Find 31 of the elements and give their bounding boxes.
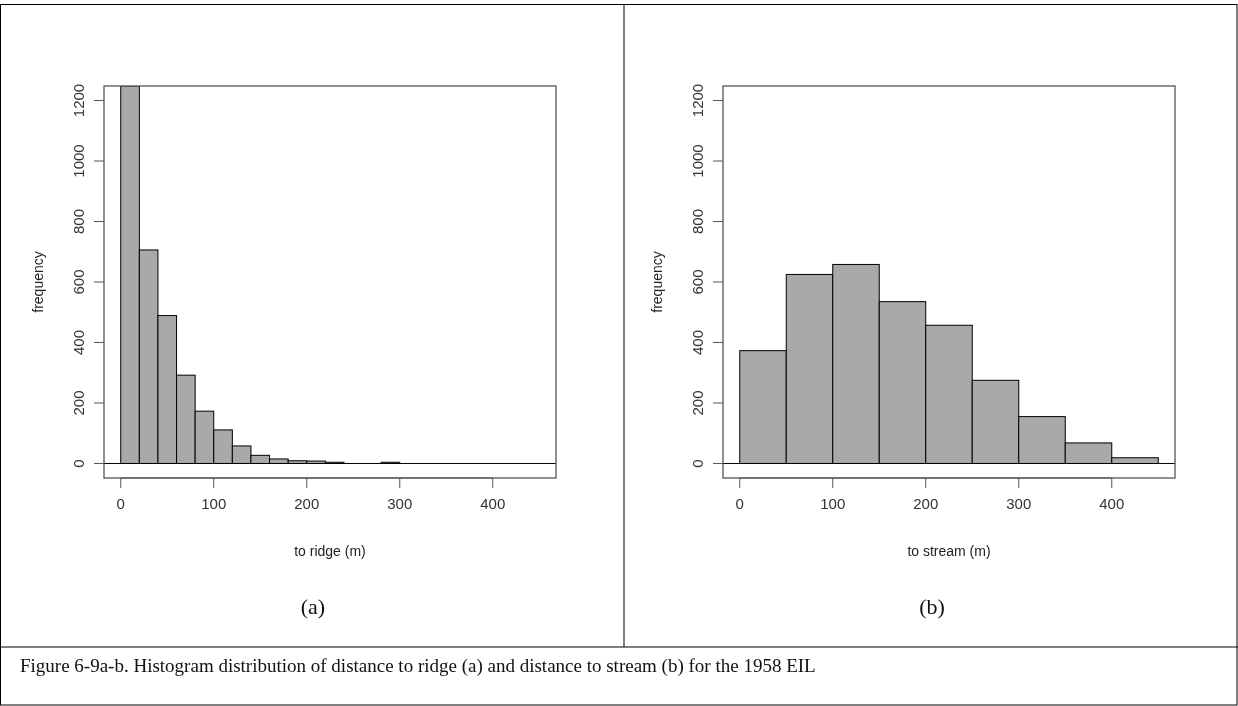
y-tick-label: 200 xyxy=(70,390,87,416)
y-tick-label: 1000 xyxy=(70,144,87,178)
x-tick-label: 400 xyxy=(1099,495,1125,512)
y-tick-label: 0 xyxy=(70,459,87,468)
x-tick-label: 400 xyxy=(480,495,506,512)
text: (b) xyxy=(919,594,945,619)
y-tick-label: 400 xyxy=(689,329,706,356)
x-tick-label: 300 xyxy=(1006,495,1032,512)
x-tick-label: 200 xyxy=(913,495,939,512)
x-axis-title: to stream (m) xyxy=(907,543,991,559)
y-tick-label: 800 xyxy=(689,208,706,235)
y-tick-label: 400 xyxy=(70,329,87,356)
x-tick-label: 0 xyxy=(735,495,744,512)
x-tick-label: 0 xyxy=(116,495,125,512)
x-tick-label: 300 xyxy=(387,495,413,512)
x-tick-label: 100 xyxy=(201,495,227,512)
x-tick-label: 100 xyxy=(820,495,846,512)
y-tick-label: 1000 xyxy=(689,144,706,178)
y-tick-label: 1200 xyxy=(689,83,706,118)
y-axis-title: frequency xyxy=(30,251,46,313)
caption: Figure 6-9a-b. Histogram distribution of distance to ridge (a) and distance to stream (b) for the 1958 EIL xyxy=(20,655,816,677)
text: (a) xyxy=(300,594,326,619)
y-tick-label: 600 xyxy=(689,269,706,295)
x-axis-title: to ridge (m) xyxy=(294,543,366,559)
y-tick-label: 0 xyxy=(689,459,706,468)
y-tick-label: 1200 xyxy=(70,83,87,118)
y-axis-title: frequency xyxy=(649,251,665,313)
y-tick-label: 200 xyxy=(689,390,706,416)
x-tick-label: 200 xyxy=(294,495,320,512)
y-tick-label: 600 xyxy=(70,269,87,295)
y-tick-label: 800 xyxy=(70,208,87,235)
